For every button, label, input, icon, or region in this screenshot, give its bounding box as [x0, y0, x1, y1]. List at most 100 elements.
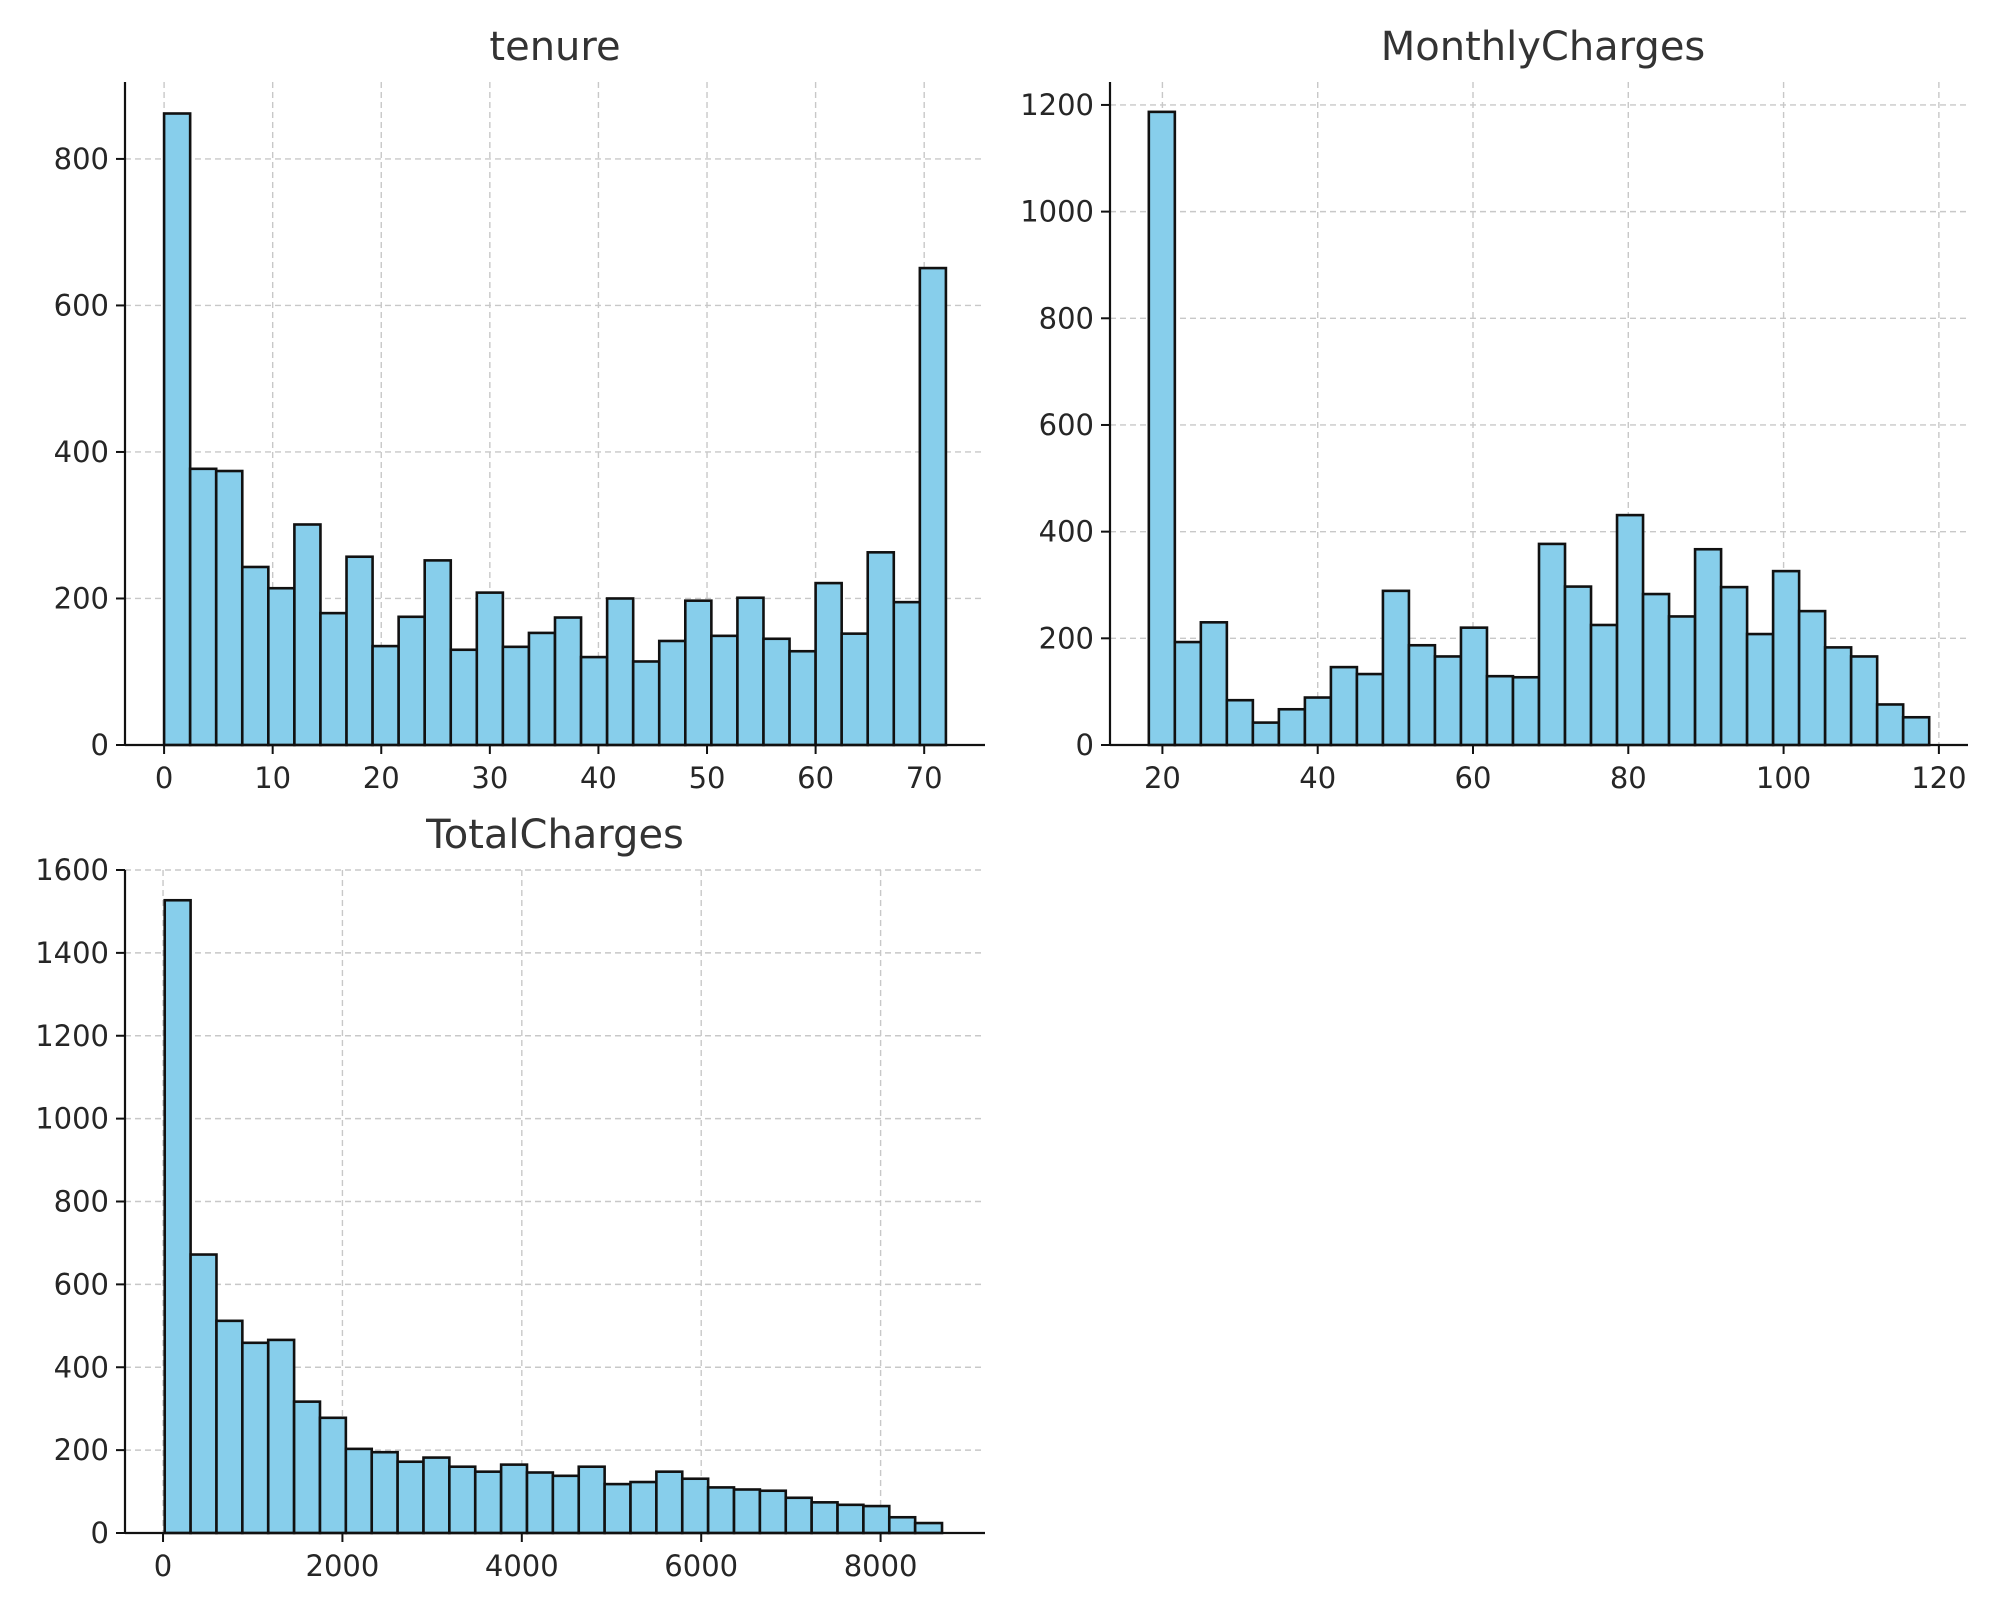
- monthlycharges-histogram-bar: [1355, 672, 1385, 747]
- totalcharges-histogram-bar: [396, 1460, 425, 1535]
- tenure-xtick-label: 70: [906, 761, 943, 795]
- tenure-histogram-bar: [527, 631, 557, 747]
- totalcharges-histogram-bar: [318, 1416, 348, 1535]
- tenure-histogram-bar: [501, 645, 531, 747]
- monthlycharges-histogram-bar: [1199, 621, 1229, 747]
- tenure-histogram-bar: [710, 634, 739, 747]
- tenure-histogram-bar: [397, 615, 426, 747]
- totalcharges-ytick-label: 200: [54, 1433, 109, 1467]
- tenure-histogram-bar: [319, 611, 348, 747]
- totalcharges-histogram-bar: [784, 1496, 813, 1535]
- tenure-histogram-bar: [736, 596, 765, 747]
- totalcharges-histogram-bar: [525, 1471, 555, 1535]
- totalcharges-histogram-bar: [629, 1480, 658, 1535]
- monthlycharges-histogram-bar: [1511, 675, 1541, 747]
- monthlycharges-xtick-label: 40: [1299, 761, 1336, 795]
- totalcharges-histogram-bar: [603, 1482, 632, 1535]
- totalcharges-histogram-bar: [292, 1400, 322, 1535]
- totalcharges-histogram-bar: [266, 1338, 296, 1535]
- tenure-xtick-label: 0: [155, 761, 173, 795]
- tenure-histogram-bar: [788, 649, 817, 747]
- monthlycharges-histogram-bar: [1407, 643, 1437, 747]
- totalcharges-histogram-bar: [370, 1450, 399, 1535]
- monthlycharges-histogram-bar: [1147, 110, 1177, 747]
- monthlycharges-histogram-bar: [1173, 640, 1203, 747]
- monthlycharges-histogram-bar: [1693, 547, 1723, 747]
- totalcharges-histogram-bar: [189, 1253, 218, 1535]
- tenure-histogram-bar: [762, 637, 791, 747]
- tenure-histogram-bar: [240, 565, 270, 747]
- monthlycharges-histogram-bar: [1589, 623, 1619, 747]
- monthlycharges-histogram-bar: [1537, 542, 1567, 747]
- monthlycharges-ytick-label: 200: [1039, 621, 1094, 655]
- tenure-ytick-label: 600: [54, 288, 109, 322]
- totalcharges-xtick-label: 4000: [485, 1549, 559, 1583]
- chart-title-totalcharges: TotalCharges: [425, 812, 684, 858]
- monthlycharges-xtick-label: 20: [1144, 761, 1181, 795]
- totalcharges-histogram-bar: [241, 1341, 270, 1535]
- tenure-ytick-label: 200: [54, 581, 109, 615]
- totalcharges-ytick-label: 0: [91, 1516, 109, 1550]
- tenure-histogram-bar: [579, 655, 609, 747]
- monthlycharges-xtick-label: 80: [1610, 761, 1647, 795]
- totalcharges-histogram-bar: [422, 1456, 451, 1535]
- tenure-histogram-bar: [657, 639, 687, 747]
- monthlycharges-histogram-bar: [1641, 592, 1671, 747]
- monthlycharges-histogram-bar: [1251, 721, 1281, 747]
- tenure-histogram-bar: [892, 600, 922, 747]
- monthlycharges-histogram-bar: [1771, 569, 1801, 747]
- totalcharges-xtick-label: 6000: [664, 1549, 738, 1583]
- tenure-histogram-bar: [814, 581, 843, 747]
- monthlycharges-histogram-bar: [1381, 589, 1411, 747]
- monthlycharges-histogram-bar: [1459, 626, 1489, 747]
- totalcharges-histogram-bar: [913, 1521, 944, 1535]
- tenure-xtick-label: 50: [689, 761, 726, 795]
- totalcharges-histogram-bar: [836, 1503, 865, 1535]
- totalcharges-histogram-bar: [680, 1477, 710, 1535]
- totalcharges-ytick-label: 1200: [35, 1019, 109, 1053]
- totalcharges-histogram-bar: [163, 898, 192, 1535]
- totalcharges-xtick-label: 8000: [844, 1549, 918, 1583]
- tenure-xtick-label: 60: [797, 761, 834, 795]
- totalcharges-histogram-bar: [862, 1504, 891, 1535]
- tenure-xtick-label: 10: [254, 761, 291, 795]
- tenure-xtick-label: 30: [471, 761, 508, 795]
- tenure-histogram-bar: [605, 597, 635, 747]
- tenure-histogram-bar: [188, 467, 218, 747]
- tenure-histogram-bar: [214, 469, 244, 747]
- monthlycharges-histogram-bar: [1303, 696, 1333, 747]
- monthlycharges-histogram-bar: [1667, 615, 1697, 747]
- tenure-ytick-label: 400: [54, 435, 109, 469]
- totalcharges-histogram-bar: [473, 1470, 503, 1535]
- tenure-xtick-label: 20: [363, 761, 400, 795]
- totalcharges-xtick-label: 2000: [306, 1549, 380, 1583]
- monthlycharges-histogram-bar: [1433, 655, 1463, 747]
- totalcharges-ytick-label: 1400: [35, 936, 109, 970]
- monthlycharges-histogram-bar: [1901, 715, 1931, 747]
- tenure-histogram-bar: [866, 551, 896, 747]
- subplot-tenure: 0 10 20 30 40 50 60 70 0 200 400 600 800 tenure: [54, 24, 985, 795]
- totalcharges-histogram-bar: [577, 1465, 606, 1535]
- tenure-xtick-label: 40: [580, 761, 617, 795]
- totalcharges-histogram-bar: [810, 1501, 839, 1535]
- subplot-totalcharges: 0 2000 4000 6000 8000 0 200 400 600 800 1000 1200 14…: [35, 812, 985, 1583]
- monthlycharges-xtick-label: 120: [1911, 761, 1966, 795]
- tenure-histogram-bar: [162, 112, 192, 747]
- totalcharges-ytick-label: 600: [54, 1267, 109, 1301]
- tenure-histogram-bar: [371, 644, 400, 747]
- monthlycharges-histogram-bar: [1277, 707, 1307, 747]
- totalcharges-histogram-bar: [448, 1465, 477, 1535]
- monthlycharges-histogram-bar: [1485, 674, 1515, 747]
- totalcharges-histogram-bar: [344, 1447, 374, 1535]
- tenure-ytick-label: 0: [91, 728, 109, 762]
- monthlycharges-histogram-bar: [1797, 609, 1827, 747]
- tenure-histogram-bar: [918, 266, 948, 747]
- monthlycharges-histogram-bar: [1823, 646, 1853, 747]
- monthlycharges-ytick-label: 600: [1039, 408, 1094, 442]
- tenure-histogram-bar: [684, 599, 713, 747]
- tenure-histogram-bar: [475, 591, 505, 747]
- chart-title-monthlycharges: MonthlyCharges: [1381, 24, 1706, 70]
- tenure-histogram-bar: [553, 616, 583, 747]
